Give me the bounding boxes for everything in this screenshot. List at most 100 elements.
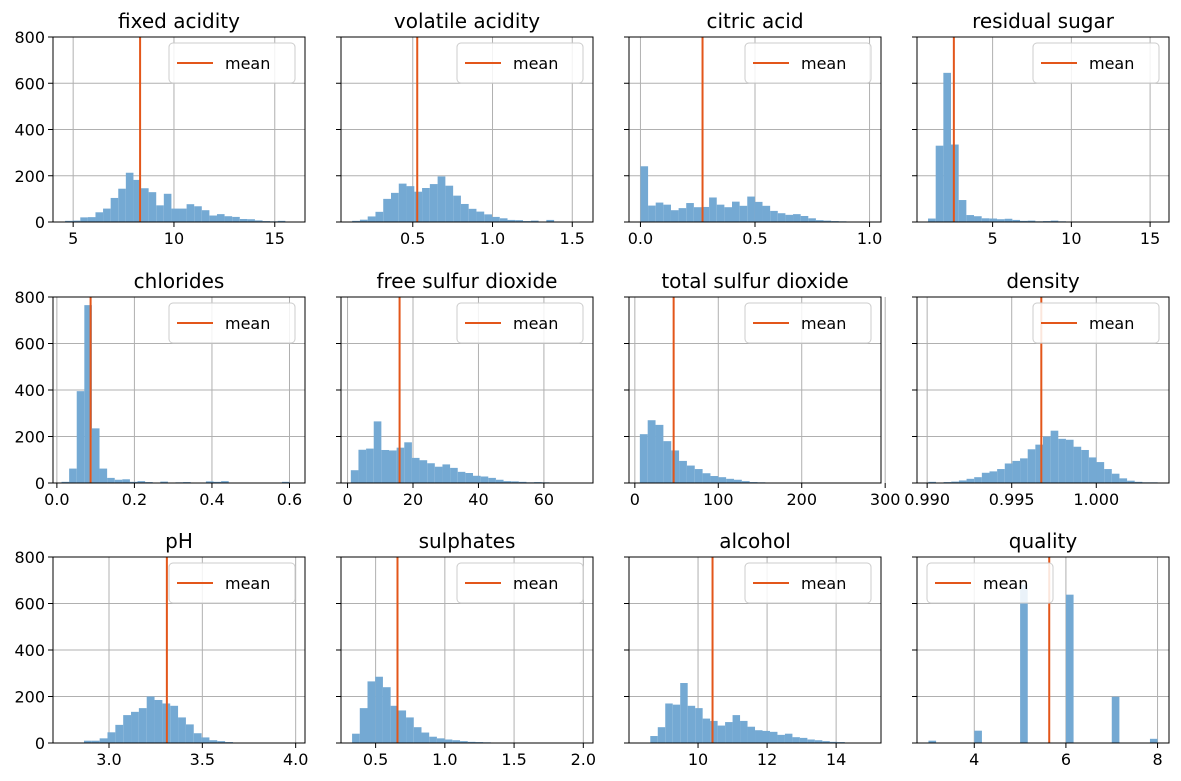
- histogram-bar: [129, 481, 138, 483]
- histogram-bar: [72, 220, 81, 222]
- histogram-bar: [160, 481, 168, 483]
- legend-label: mean: [513, 314, 558, 333]
- subplot-title: fixed acidity: [118, 9, 240, 33]
- histogram-bar: [793, 214, 801, 222]
- histogram-bar: [1043, 436, 1051, 483]
- histogram-bar: [966, 478, 975, 483]
- histogram-bars: [350, 421, 580, 483]
- histogram-bar: [421, 732, 430, 743]
- histogram-bar: [179, 208, 187, 222]
- histogram-bar: [823, 220, 832, 222]
- histogram-bar: [87, 217, 96, 222]
- subplot-4: 5 10 15 residual sugar mean: [912, 9, 1170, 248]
- histogram-bar: [450, 467, 458, 483]
- histogram-bar: [1073, 446, 1082, 483]
- x-tick-label: 1.0: [857, 229, 882, 248]
- histogram-bar: [110, 197, 119, 222]
- histogram-bar: [99, 738, 108, 743]
- x-tick-label: 8: [1152, 750, 1162, 769]
- histogram-bar: [546, 219, 555, 222]
- histogram-bar: [739, 205, 748, 222]
- histogram-bar: [686, 203, 694, 222]
- histogram-bar: [114, 479, 123, 483]
- histogram-bars: [928, 584, 1158, 743]
- x-tick-label: 1.0: [480, 229, 505, 248]
- histogram-bar: [163, 193, 172, 222]
- histogram-bar: [156, 205, 164, 222]
- histogram-bar: [807, 739, 815, 743]
- histogram-bar: [193, 733, 202, 743]
- y-tick-label: 0: [35, 213, 45, 232]
- histogram-bar: [928, 740, 937, 743]
- histogram-bar: [95, 212, 104, 222]
- histogram-bar: [452, 740, 461, 743]
- histogram-bar: [436, 738, 445, 743]
- histogram-bar: [488, 477, 496, 483]
- subplot-9: 3.0 3.5 4.0 0 200 400 600 800 pH mean: [14, 529, 308, 769]
- histogram-bar: [277, 220, 286, 222]
- subplot-title: residual sugar: [972, 9, 1115, 33]
- histogram-bar: [358, 449, 367, 483]
- histogram-bar: [194, 206, 202, 222]
- histogram-bar: [974, 730, 982, 743]
- x-tick-label: 15: [1140, 229, 1160, 248]
- histogram-bar: [375, 676, 383, 743]
- legend-box: [744, 562, 872, 604]
- histogram-bar: [530, 220, 539, 222]
- legend-label: mean: [801, 54, 846, 73]
- histogram-bar: [943, 72, 952, 222]
- histogram-bar: [814, 740, 823, 743]
- histogram-bar: [717, 725, 726, 743]
- legend-box: [456, 302, 584, 344]
- subplot-12: 4 6 8 quality mean: [912, 529, 1170, 769]
- histogram-bar: [442, 464, 451, 483]
- histogram-bar: [209, 215, 217, 222]
- x-tick-label: 6: [1061, 750, 1071, 769]
- histogram-bar: [484, 214, 492, 222]
- histogram-bar: [770, 210, 778, 222]
- histogram-bar: [216, 214, 225, 222]
- histogram-bar: [663, 204, 671, 222]
- x-tick-label: 10: [164, 229, 184, 248]
- histogram-bar: [1088, 457, 1097, 483]
- y-tick-label: 400: [14, 121, 45, 140]
- x-tick-label: 0: [630, 490, 640, 509]
- histogram-bar: [777, 213, 786, 222]
- histogram-bar: [1027, 449, 1036, 483]
- legend-label: mean: [225, 314, 270, 333]
- histogram-bars: [352, 676, 584, 743]
- histogram-bar: [1050, 430, 1059, 483]
- histogram-bar: [639, 434, 648, 483]
- histogram-bar: [1065, 594, 1074, 743]
- x-tick-label: 60: [534, 490, 554, 509]
- histogram-bar: [755, 730, 763, 743]
- histogram-bar: [693, 207, 702, 222]
- subplot-6: 0 20 40 60 free sulfur dioxide mean: [336, 269, 594, 509]
- histogram-bar: [491, 216, 500, 222]
- histogram-bar: [429, 736, 437, 743]
- histogram-bar: [352, 220, 360, 222]
- y-tick-label: 0: [35, 474, 45, 493]
- histogram-bar: [647, 420, 656, 483]
- histogram-bar: [239, 218, 248, 222]
- histogram-bar: [178, 717, 186, 743]
- histogram-bar: [154, 699, 163, 743]
- histogram-bar: [1149, 738, 1158, 743]
- histogram-bar: [670, 210, 679, 222]
- histogram-bar: [406, 717, 414, 743]
- histogram-bar: [254, 220, 263, 222]
- histogram-bars: [352, 176, 586, 222]
- histogram-bar: [640, 166, 649, 222]
- histogram-bar: [366, 448, 374, 483]
- histogram-bar: [710, 720, 718, 743]
- histogram-bar: [518, 481, 527, 483]
- histogram-bar: [1004, 463, 1013, 483]
- x-tick-label: 0.5: [742, 229, 767, 248]
- histogram-bar: [91, 428, 100, 483]
- histogram-bars: [640, 166, 870, 222]
- legend-label: mean: [225, 574, 270, 593]
- histogram-bar: [829, 741, 838, 743]
- histogram-bar: [1012, 219, 1021, 222]
- x-tick-label: 0.0: [44, 490, 69, 509]
